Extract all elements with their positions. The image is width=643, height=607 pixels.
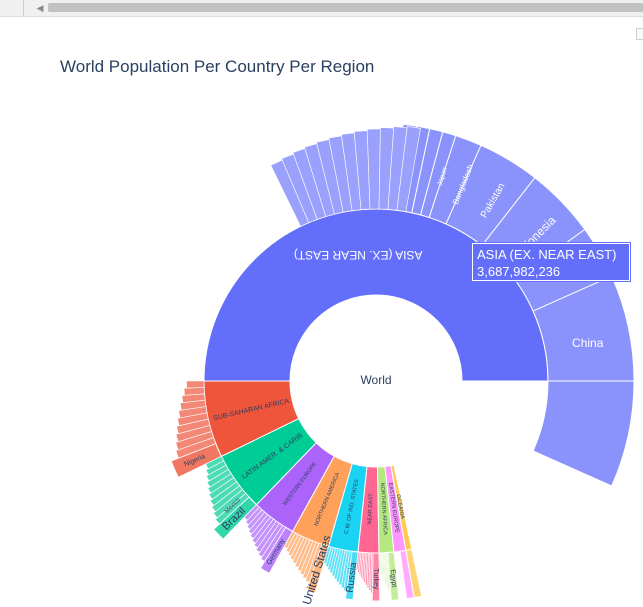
country-wedge[interactable]: [411, 128, 444, 216]
scrollbar-edge: [23, 0, 24, 16]
region-label-asia-ex-near-east: ASIA (EX. NEAR EAST): [294, 248, 423, 262]
tooltip-value: 3,687,982,236: [477, 264, 561, 279]
country-wedge[interactable]: [419, 131, 457, 219]
country-label-egypt: Egypt: [389, 569, 398, 587]
horizontal-scrollbar[interactable]: ◀: [0, 0, 643, 17]
country-label-china: China: [572, 336, 604, 350]
country-wedge[interactable]: [532, 380, 635, 487]
left-arrow-icon[interactable]: ◀: [36, 3, 44, 13]
country-wedge[interactable]: [283, 531, 296, 549]
scrollbar-thumb[interactable]: [48, 3, 643, 12]
country-label-turkey: Turkey: [372, 568, 379, 590]
country-wedge[interactable]: [396, 126, 421, 212]
country-wedge[interactable]: [405, 548, 423, 599]
tooltip-label: ASIA (EX. NEAR EAST): [477, 247, 617, 262]
country-wedge[interactable]: [445, 144, 536, 247]
country-wedge[interactable]: [183, 387, 205, 396]
country-wedge[interactable]: [205, 455, 225, 470]
hover-tooltip: ASIA (EX. NEAR EAST) 3,687,982,236: [472, 243, 630, 281]
country-wedge-china[interactable]: [532, 275, 635, 382]
region-label-oceania: OCEANIA: [395, 494, 406, 520]
country-wedge[interactable]: [428, 134, 482, 225]
country-wedge[interactable]: [243, 504, 260, 521]
tooltip-pointer: [466, 255, 472, 267]
country-wedge[interactable]: [378, 552, 381, 571]
region-label-northern-africa: NORTHERN AFRICA: [379, 482, 388, 535]
country-wedge[interactable]: [186, 380, 205, 389]
country-wedge[interactable]: [323, 545, 332, 565]
side-panel-handle[interactable]: [636, 28, 643, 40]
country-wedge[interactable]: [355, 551, 360, 570]
country-wedge[interactable]: [393, 551, 397, 570]
chart-title: World Population Per Country Per Region: [60, 57, 375, 76]
region-label-near-east: NEAR EAST: [367, 493, 374, 525]
root-label: World: [360, 373, 391, 387]
country-label-russia: Russia: [345, 561, 360, 593]
